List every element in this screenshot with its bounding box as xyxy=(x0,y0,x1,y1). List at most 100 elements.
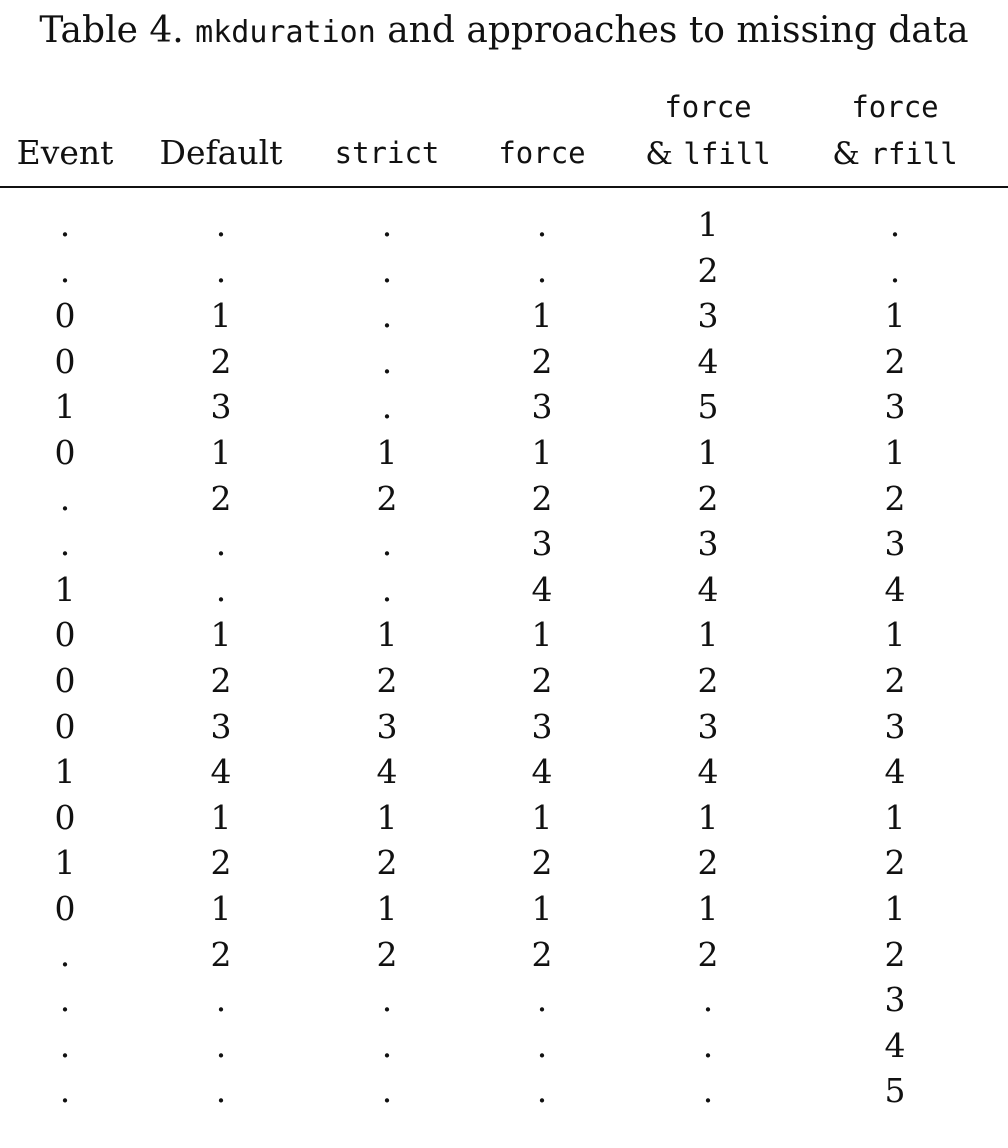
table-cell: 3 xyxy=(531,387,553,427)
header-rule xyxy=(0,186,1008,188)
table-cell: . xyxy=(381,387,393,427)
table-cell: 0 xyxy=(54,341,76,381)
table-cell: 0 xyxy=(54,661,76,700)
header-force-lfill: & lfill xyxy=(628,130,788,177)
table-cell: 2 xyxy=(697,250,719,290)
table-cell: 2 xyxy=(697,934,719,974)
table-cell: 2 xyxy=(531,478,553,518)
caption-suffix: and approaches to missing data xyxy=(387,10,969,51)
table-cell: 2 xyxy=(376,661,398,700)
table-cell: . xyxy=(889,250,901,290)
table-cell: 3 xyxy=(210,387,232,427)
table-cell: 0 xyxy=(54,797,76,837)
table-cell: 3 xyxy=(376,706,398,746)
table-cell: 1 xyxy=(210,615,232,655)
table-cell: 1 xyxy=(54,387,76,427)
table-cell: 2 xyxy=(210,341,232,381)
table-cell: 2 xyxy=(376,843,398,883)
table-cell: . xyxy=(59,934,71,974)
table-cell: . xyxy=(381,205,393,244)
table-cell: 2 xyxy=(884,478,906,518)
table-cell: . xyxy=(381,296,393,336)
table-cell: 3 xyxy=(884,980,906,1020)
header-force: force xyxy=(498,136,586,170)
header-col5-line1: force xyxy=(664,90,752,124)
table-cell: 0 xyxy=(54,296,76,336)
table-cell: . xyxy=(215,524,227,564)
table-cell: 1 xyxy=(531,615,553,655)
table-cell: 2 xyxy=(697,843,719,883)
caption-prefix: Table 4. xyxy=(39,10,184,51)
table-cell: 1 xyxy=(884,433,906,472)
table-cell: . xyxy=(381,1071,393,1111)
table-cell: 4 xyxy=(697,752,719,792)
table-cell: . xyxy=(59,1025,71,1065)
table-cell: 1 xyxy=(697,615,719,655)
table-cell: . xyxy=(536,205,548,244)
table-cell: 3 xyxy=(884,706,906,746)
table-cell: 2 xyxy=(531,341,553,381)
table-cell: . xyxy=(215,1025,227,1065)
table-cell: 2 xyxy=(884,934,906,974)
table-cell: 3 xyxy=(697,706,719,746)
table-cell: 1 xyxy=(210,433,232,472)
table-cell: 1 xyxy=(376,433,398,472)
table-cell: 2 xyxy=(531,661,553,700)
caption-command: mkduration xyxy=(195,15,376,50)
table-cell: 1 xyxy=(376,889,398,928)
table-cell: . xyxy=(702,1025,714,1065)
table-cell: 1 xyxy=(884,797,906,837)
table-cell: 4 xyxy=(697,341,719,381)
table-cell: 1 xyxy=(697,797,719,837)
table-cell: . xyxy=(215,569,227,609)
table-cell: 4 xyxy=(531,752,553,792)
table-cell: . xyxy=(59,205,71,244)
table-cell: 1 xyxy=(697,205,719,244)
table-cell: 2 xyxy=(210,661,232,700)
table-cell: . xyxy=(536,250,548,290)
table-cell: 2 xyxy=(210,934,232,974)
table-cell: . xyxy=(536,1071,548,1111)
table-cell: 1 xyxy=(531,797,553,837)
table-cell: . xyxy=(381,1025,393,1065)
table-cell: 2 xyxy=(531,843,553,883)
table-cell: . xyxy=(215,250,227,290)
header-strict: strict xyxy=(334,136,440,170)
table-cell: 2 xyxy=(210,843,232,883)
table-caption: Table 4. mkduration and approaches to mi… xyxy=(0,6,1008,56)
table-cell: . xyxy=(702,1071,714,1111)
table-cell: 1 xyxy=(884,889,906,928)
table-cell: 1 xyxy=(531,296,553,336)
table-cell: 5 xyxy=(884,1071,906,1111)
table-cell: 2 xyxy=(697,478,719,518)
table-cell: 1 xyxy=(531,889,553,928)
table-cell: 2 xyxy=(210,478,232,518)
table-cell: 3 xyxy=(697,524,719,564)
table-cell: . xyxy=(59,1071,71,1111)
table-cell: 1 xyxy=(54,752,76,792)
table-cell: . xyxy=(215,980,227,1020)
table-cell: 1 xyxy=(54,843,76,883)
table-cell: 3 xyxy=(531,706,553,746)
header-force-lfill-label: lfill xyxy=(683,137,771,171)
table-cell: . xyxy=(381,569,393,609)
header-event: Event xyxy=(16,133,114,172)
table-cell: 2 xyxy=(884,661,906,700)
table-cell: 1 xyxy=(884,296,906,336)
table-cell: 1 xyxy=(697,433,719,472)
table-cell: 1 xyxy=(884,615,906,655)
table-cell: 5 xyxy=(697,387,719,427)
table-cell: 3 xyxy=(884,524,906,564)
table-cell: . xyxy=(702,980,714,1020)
table-cell: 1 xyxy=(531,433,553,472)
table-cell: . xyxy=(536,1025,548,1065)
table-cell: 1 xyxy=(376,615,398,655)
table-cell: 3 xyxy=(210,706,232,746)
header-default: Default xyxy=(159,133,283,172)
table-cell: 0 xyxy=(54,706,76,746)
table-cell: 0 xyxy=(54,433,76,472)
table-cell: 2 xyxy=(531,934,553,974)
table-cell: 4 xyxy=(376,752,398,792)
table-cell: 2 xyxy=(376,478,398,518)
